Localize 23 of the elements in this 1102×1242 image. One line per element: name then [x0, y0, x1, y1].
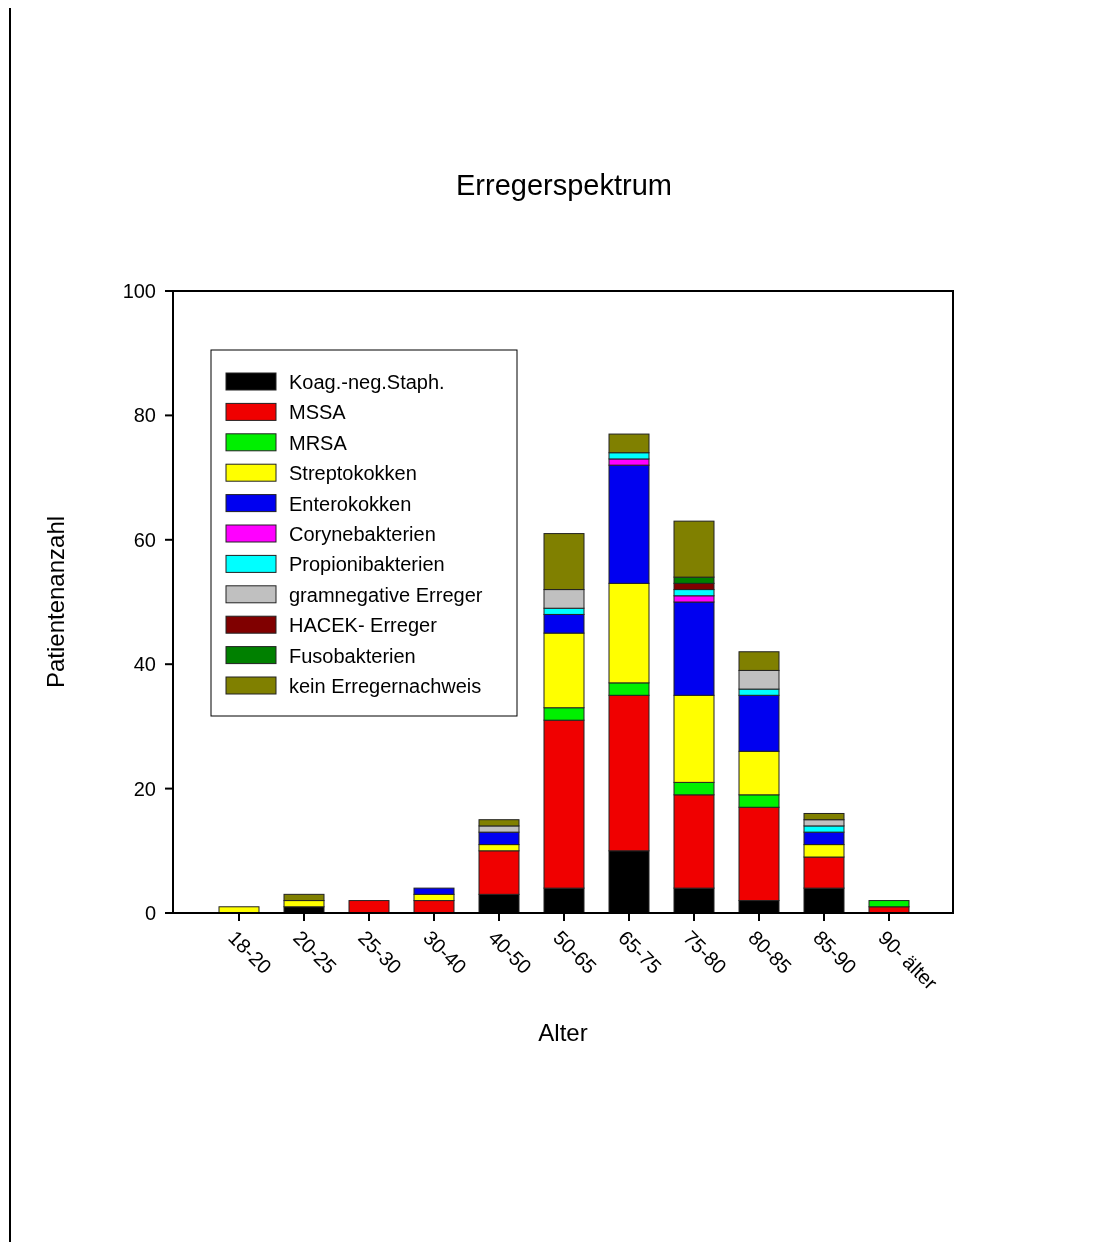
- y-tick-label: 100: [122, 280, 156, 302]
- y-tick-label: 0: [144, 902, 156, 924]
- legend-label: Corynebakterien: [289, 523, 436, 545]
- y-tick-label: 40: [133, 653, 156, 676]
- bar: [348, 900, 390, 914]
- x-axis-title: Alter: [538, 1019, 588, 1046]
- y-tick-label: 80: [133, 404, 156, 427]
- legend-label: Koag.-neg.Staph.: [289, 371, 445, 393]
- legend-label: gramnegative Erreger: [289, 583, 483, 606]
- legend-label: Enterokokken: [289, 492, 412, 515]
- y-tick-label: 60: [133, 528, 156, 551]
- legend-label: MSSA: [289, 401, 347, 424]
- legend-label: Propionibakterien: [289, 553, 445, 576]
- legend-label: Fusobakterien: [289, 644, 416, 667]
- chart-title: Erregerspektrum: [456, 169, 672, 201]
- x-tick-label: 90- älter: [874, 926, 942, 994]
- bar: [868, 900, 910, 908]
- legend-label: kein Erregernachweis: [289, 675, 482, 697]
- legend-label: MRSA: [289, 431, 348, 454]
- y-axis-title: Patientenanzahl: [42, 515, 69, 689]
- y-tick-label: 20: [133, 777, 156, 800]
- legend-label: HACEK- Erreger: [289, 614, 438, 637]
- legend-label: Streptokokken: [289, 462, 417, 485]
